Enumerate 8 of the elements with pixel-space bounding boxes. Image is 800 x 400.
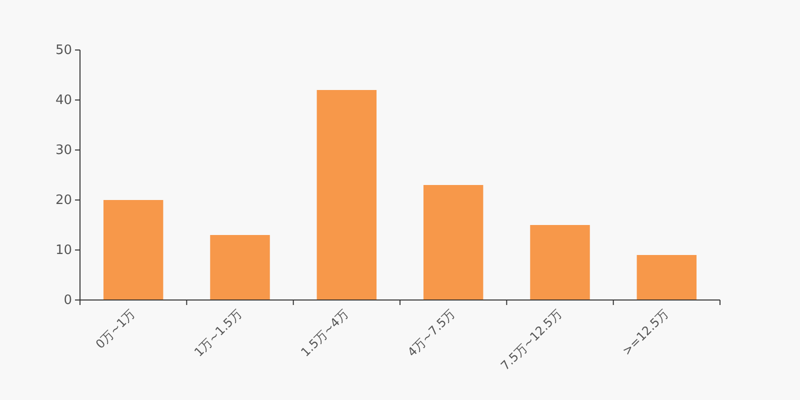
y-tick-label: 50 xyxy=(55,43,72,58)
y-tick-label: 40 xyxy=(55,93,72,108)
x-tick-label: 0万~1万 xyxy=(92,306,138,352)
y-tick-label: 0 xyxy=(64,293,72,308)
x-tick-label: 1.5万~4万 xyxy=(298,306,352,360)
y-tick-label: 20 xyxy=(55,193,72,208)
y-tick-label: 30 xyxy=(55,143,72,158)
y-tick-label: 10 xyxy=(55,243,72,258)
